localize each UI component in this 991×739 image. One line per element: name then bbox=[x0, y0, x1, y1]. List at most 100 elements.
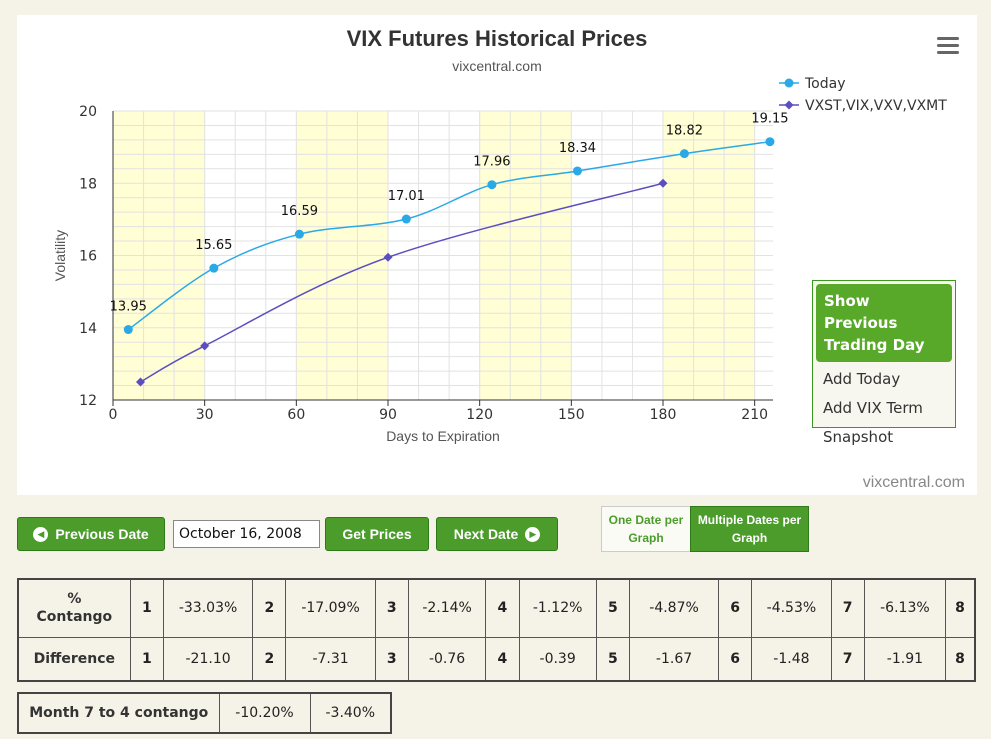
month-number: 8 bbox=[944, 578, 976, 638]
data-label: 17.01 bbox=[388, 189, 425, 204]
series-line bbox=[140, 182, 664, 383]
month-number: 8 bbox=[944, 636, 976, 682]
arrow-left-icon: ◀ bbox=[33, 526, 49, 542]
data-label: 18.82 bbox=[666, 124, 703, 139]
y-tick-label: 14 bbox=[79, 321, 97, 337]
difference-value: -1.48 bbox=[751, 636, 832, 682]
data-point bbox=[294, 229, 304, 239]
month-7-to-4-label: Month 7 to 4 contango bbox=[17, 692, 220, 734]
y-tick-label: 12 bbox=[79, 393, 97, 409]
difference-value: -0.76 bbox=[407, 636, 487, 682]
x-tick-label: 180 bbox=[650, 407, 677, 423]
legend-marker bbox=[784, 100, 794, 110]
x-tick-label: 0 bbox=[109, 407, 118, 423]
month-number: 4 bbox=[485, 636, 520, 682]
menu-item-show-previous[interactable]: Show Previous Trading Day bbox=[816, 284, 952, 362]
x-tick-label: 120 bbox=[466, 407, 493, 423]
chart-title: VIX Futures Historical Prices bbox=[347, 26, 648, 51]
menu-item-add-vix-term[interactable]: Add VIX Term bbox=[823, 399, 923, 417]
x-tick-label: 150 bbox=[558, 407, 585, 423]
data-point bbox=[658, 178, 668, 188]
contango-value: -33.03% bbox=[162, 578, 254, 638]
y-tick-label: 20 bbox=[79, 104, 97, 120]
contango-value: -1.12% bbox=[518, 578, 597, 638]
difference-value: -0.39 bbox=[518, 636, 597, 682]
next-date-button[interactable]: Next Date ▶ bbox=[436, 517, 558, 551]
legend-label: VXST,VIX,VXV,VXMT bbox=[805, 98, 947, 114]
month-number: 7 bbox=[830, 636, 865, 682]
legend-marker bbox=[784, 78, 794, 88]
chart-context-menu: Show Previous Trading Day Add Today Add … bbox=[812, 280, 956, 446]
difference-value: -1.91 bbox=[863, 636, 946, 682]
month-number: 1 bbox=[129, 636, 165, 682]
month-7-to-4-table: Month 7 to 4 contango -10.20% -3.40% bbox=[17, 692, 392, 734]
hamburger-icon[interactable] bbox=[937, 37, 959, 55]
month-number: 1 bbox=[129, 578, 165, 638]
month-number: 3 bbox=[374, 578, 409, 638]
legend-label: Today bbox=[804, 76, 846, 92]
contango-row-label: % Contango bbox=[17, 578, 131, 638]
data-point bbox=[401, 214, 411, 224]
month-number: 5 bbox=[595, 578, 631, 638]
y-axis-label: Volatility bbox=[52, 230, 68, 281]
contango-value: -6.13% bbox=[863, 578, 946, 638]
data-label: 17.96 bbox=[473, 155, 510, 170]
x-tick-label: 90 bbox=[379, 407, 397, 423]
month-number: 3 bbox=[374, 636, 409, 682]
chart-panel: 0 30 60 90 120 150 180 210 12 14 16 18 20 VIX Futures… bbox=[17, 15, 977, 495]
multiple-dates-toggle[interactable]: Multiple Dates per Graph bbox=[690, 506, 809, 552]
contango-value: -4.87% bbox=[629, 578, 719, 638]
month-number: 2 bbox=[252, 578, 287, 638]
contango-value: -4.53% bbox=[751, 578, 832, 638]
series-line bbox=[127, 140, 771, 331]
x-tick-label: 210 bbox=[741, 407, 768, 423]
month-number: 6 bbox=[717, 636, 753, 682]
previous-date-button[interactable]: ◀ Previous Date bbox=[17, 517, 165, 551]
data-point bbox=[487, 180, 497, 190]
month-number: 5 bbox=[595, 636, 631, 682]
x-tick-label: 30 bbox=[196, 407, 214, 423]
month-7-to-4-value: -3.40% bbox=[309, 692, 392, 734]
data-label: 18.34 bbox=[559, 141, 596, 156]
next-date-label: Next Date bbox=[453, 526, 519, 542]
month-number: 6 bbox=[717, 578, 753, 638]
volatility-chart: 0 30 60 90 120 150 180 210 12 14 16 18 20 VIX Futures… bbox=[52, 26, 947, 444]
data-point bbox=[572, 166, 582, 176]
difference-value: -21.10 bbox=[162, 636, 254, 682]
difference-row-label: Difference bbox=[17, 636, 131, 682]
x-axis-label: Days to Expiration bbox=[386, 428, 500, 444]
chart-subtitle: vixcentral.com bbox=[452, 58, 541, 74]
contango-table: % Contango 1 -33.03% 2 -17.09% 3 -2.14% … bbox=[17, 578, 976, 682]
contango-value: -2.14% bbox=[407, 578, 487, 638]
menu-item-add-today[interactable]: Add Today bbox=[823, 370, 901, 388]
data-label: 13.95 bbox=[110, 300, 147, 315]
watermark: vixcentral.com bbox=[862, 474, 965, 491]
month-number: 2 bbox=[252, 636, 287, 682]
data-point bbox=[200, 341, 210, 351]
data-label: 16.59 bbox=[281, 204, 318, 219]
month-7-to-4-value: -10.20% bbox=[218, 692, 311, 734]
data-label: 15.65 bbox=[195, 238, 232, 253]
data-point bbox=[209, 263, 219, 273]
month-number: 4 bbox=[485, 578, 520, 638]
arrow-right-icon: ▶ bbox=[525, 526, 541, 542]
previous-date-label: Previous Date bbox=[55, 526, 149, 542]
difference-value: -7.31 bbox=[285, 636, 376, 682]
data-point bbox=[765, 137, 775, 147]
date-input[interactable] bbox=[173, 520, 320, 548]
menu-item-snapshot[interactable]: Snapshot bbox=[823, 428, 894, 446]
difference-value: -1.67 bbox=[629, 636, 719, 682]
month-number: 7 bbox=[830, 578, 865, 638]
data-label: 19.15 bbox=[751, 112, 788, 127]
contango-value: -17.09% bbox=[285, 578, 376, 638]
contango-row: % Contango 1 -33.03% 2 -17.09% 3 -2.14% … bbox=[17, 578, 976, 638]
data-point bbox=[136, 377, 145, 387]
data-point bbox=[383, 252, 393, 262]
y-tick-label: 18 bbox=[79, 176, 97, 192]
one-date-toggle[interactable]: One Date per Graph bbox=[601, 506, 690, 552]
get-prices-button[interactable]: Get Prices bbox=[325, 517, 429, 551]
difference-row: Difference 1 -21.10 2 -7.31 3 -0.76 4 -0… bbox=[17, 636, 976, 682]
x-tick-label: 60 bbox=[287, 407, 305, 423]
data-point bbox=[679, 149, 689, 159]
y-tick-label: 16 bbox=[79, 249, 97, 265]
